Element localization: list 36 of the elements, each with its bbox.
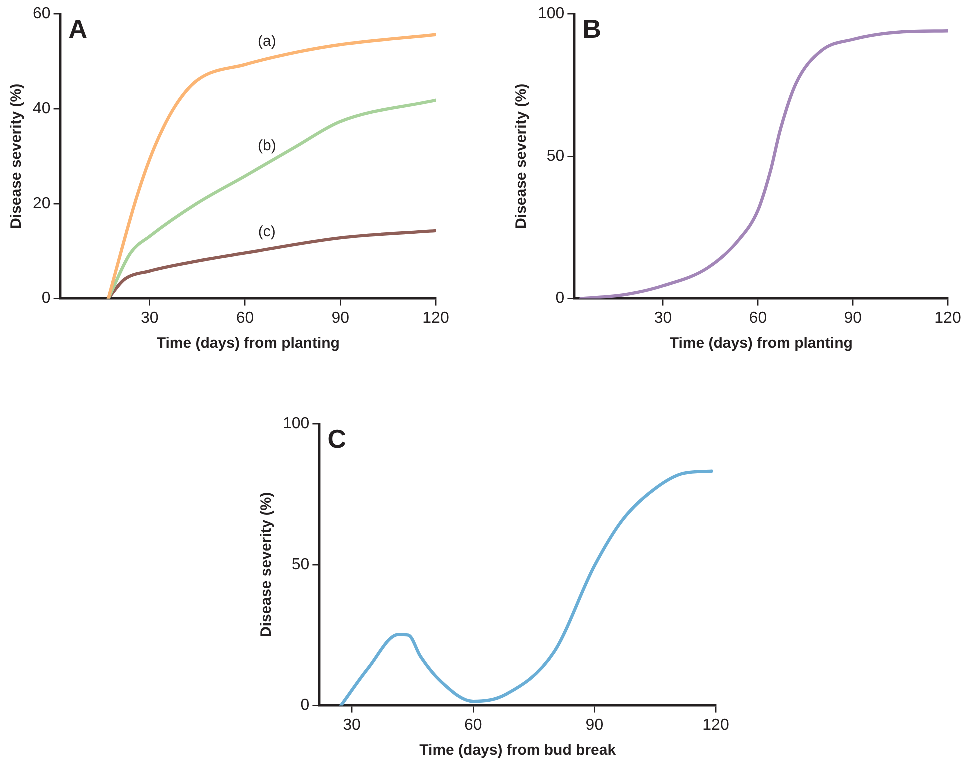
y-tick-label: 60 bbox=[33, 5, 51, 22]
x-tick-label: 90 bbox=[332, 310, 350, 327]
x-tick-label: 90 bbox=[844, 310, 862, 327]
series-label: (b) bbox=[258, 137, 276, 154]
y-tick-label: 50 bbox=[546, 148, 565, 165]
line-series bbox=[106, 33, 436, 299]
y-axis-title: Disease severity (%) bbox=[513, 84, 530, 229]
y-tick-label: 40 bbox=[33, 100, 51, 118]
x-axis-title: Time (days) from planting bbox=[156, 335, 340, 352]
x-axis-title: Time (days) from planting bbox=[670, 335, 853, 352]
y-tick-label: 50 bbox=[292, 556, 310, 574]
x-tick-label: 120 bbox=[422, 310, 450, 327]
y-tick-label: 20 bbox=[33, 195, 51, 212]
x-tick-label: 30 bbox=[140, 310, 159, 327]
y-tick-label: 0 bbox=[300, 697, 310, 714]
y-tick-label: 100 bbox=[282, 415, 310, 432]
series-label: (c) bbox=[258, 223, 276, 240]
y-axis-title: Disease severity (%) bbox=[8, 84, 26, 229]
y-axis-title: Disease severity (%) bbox=[258, 492, 276, 638]
x-tick-label: 30 bbox=[343, 716, 362, 734]
x-tick-label: 60 bbox=[749, 310, 768, 327]
line-series bbox=[340, 470, 714, 706]
x-tick-label: 60 bbox=[236, 310, 254, 327]
y-tick-label: 0 bbox=[556, 290, 565, 308]
chart-title: A bbox=[68, 14, 88, 44]
x-tick-label: 120 bbox=[934, 310, 962, 327]
x-tick-label: 60 bbox=[464, 716, 482, 734]
x-tick-label: 120 bbox=[702, 716, 730, 734]
chart-title: B bbox=[582, 14, 602, 44]
y-tick-label: 100 bbox=[538, 5, 565, 22]
series-label: (a) bbox=[258, 33, 276, 50]
chart-title: C bbox=[328, 424, 347, 454]
x-tick-label: 30 bbox=[654, 310, 672, 327]
x-tick-label: 90 bbox=[586, 716, 604, 734]
y-tick-label: 0 bbox=[42, 290, 51, 308]
x-axis-title: Time (days) from bud break bbox=[420, 742, 617, 760]
